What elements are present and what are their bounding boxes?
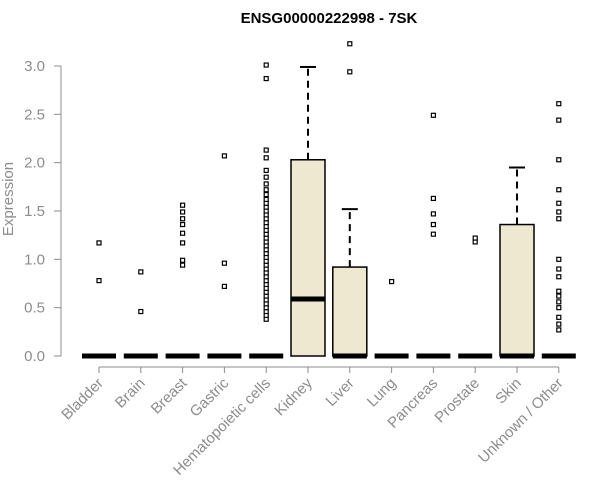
outlier-point	[96, 278, 102, 284]
outlier-point	[556, 216, 562, 222]
box-body	[290, 159, 326, 357]
outlier-point	[556, 200, 562, 206]
outlier-point	[180, 216, 186, 222]
outlier-point	[556, 293, 562, 299]
box-group	[499, 166, 535, 359]
outlier-point	[96, 240, 102, 246]
outlier-point	[430, 211, 436, 217]
box-group	[165, 202, 200, 359]
outlier-point	[556, 266, 562, 272]
y-tick-label: 0.5	[24, 300, 45, 317]
outlier-point	[430, 195, 436, 202]
outlier-point	[556, 288, 562, 294]
outlier-point	[180, 240, 186, 246]
y-tick-label: 1.0	[24, 251, 45, 268]
x-tick-label: Kidney	[271, 374, 316, 419]
y-axis-label: Expression	[0, 162, 17, 236]
box-group	[458, 235, 493, 359]
box-body	[332, 266, 368, 357]
y-tick-label: 2.0	[24, 155, 45, 172]
outlier-point	[180, 257, 186, 263]
y-tick-label: 1.5	[24, 203, 45, 220]
outlier-point	[263, 191, 269, 198]
x-tick-label: Prostate	[431, 375, 483, 427]
outlier-point	[180, 262, 186, 268]
outlier-point	[556, 157, 562, 163]
box-group	[332, 41, 368, 359]
box-group	[207, 153, 242, 359]
outlier-point	[180, 202, 186, 208]
outlier-point	[556, 305, 562, 311]
outlier-point	[263, 62, 269, 68]
outlier-point	[556, 187, 562, 193]
y-axis: 0.0 0.5 1.0 1.5 2.0 2.5 3.0	[24, 58, 62, 365]
outlier-point	[347, 69, 353, 75]
outlier-point	[263, 75, 269, 82]
outlier-point	[221, 153, 227, 159]
outlier-point	[180, 221, 186, 228]
outlier-point	[221, 283, 227, 289]
outlier-point	[347, 41, 353, 47]
outlier-point	[556, 101, 562, 107]
outlier-point	[138, 269, 144, 275]
boxes-layer	[82, 41, 576, 359]
box-body	[499, 223, 535, 357]
outlier-point	[430, 112, 436, 118]
outlier-point	[556, 314, 562, 320]
box-group	[82, 240, 116, 359]
outlier-point	[263, 155, 269, 161]
outlier-point	[263, 181, 269, 187]
outlier-point	[430, 231, 436, 237]
x-tick-label: Lung	[364, 375, 400, 411]
outlier-point	[472, 235, 478, 241]
outlier-point	[180, 209, 186, 215]
outlier-point	[556, 209, 562, 215]
x-tick-label: Breast	[148, 374, 191, 417]
outlier-point	[263, 187, 269, 193]
x-tick-label: Brain	[112, 375, 149, 412]
outlier-point	[263, 196, 269, 202]
outlier-point	[389, 278, 395, 285]
box-group	[123, 269, 158, 359]
y-tick-label: 2.5	[24, 106, 45, 123]
box-group	[541, 101, 576, 359]
outlier-point	[263, 174, 269, 180]
outlier-point	[430, 221, 436, 228]
outlier-point	[138, 308, 144, 315]
box-group	[249, 62, 284, 359]
outlier-point	[221, 260, 227, 266]
y-tick-label: 3.0	[24, 58, 45, 75]
outlier-point	[263, 167, 269, 173]
outlier-point	[556, 327, 562, 333]
outlier-point	[180, 230, 186, 236]
chart-title: ENSG00000222998 - 7SK	[241, 10, 418, 27]
box-group	[374, 278, 409, 359]
outlier-point	[556, 321, 562, 327]
x-tick-label: Skin	[492, 375, 525, 408]
box-group	[416, 112, 451, 359]
box-group	[290, 65, 326, 357]
x-tick-label: Liver	[323, 375, 358, 410]
outlier-point	[556, 274, 562, 280]
x-tick-label: Bladder	[58, 375, 107, 424]
outlier-point	[556, 299, 562, 305]
outlier-point	[263, 147, 269, 153]
y-tick-label: 0.0	[24, 348, 45, 365]
outlier-point	[556, 256, 562, 262]
outlier-point	[556, 117, 562, 123]
